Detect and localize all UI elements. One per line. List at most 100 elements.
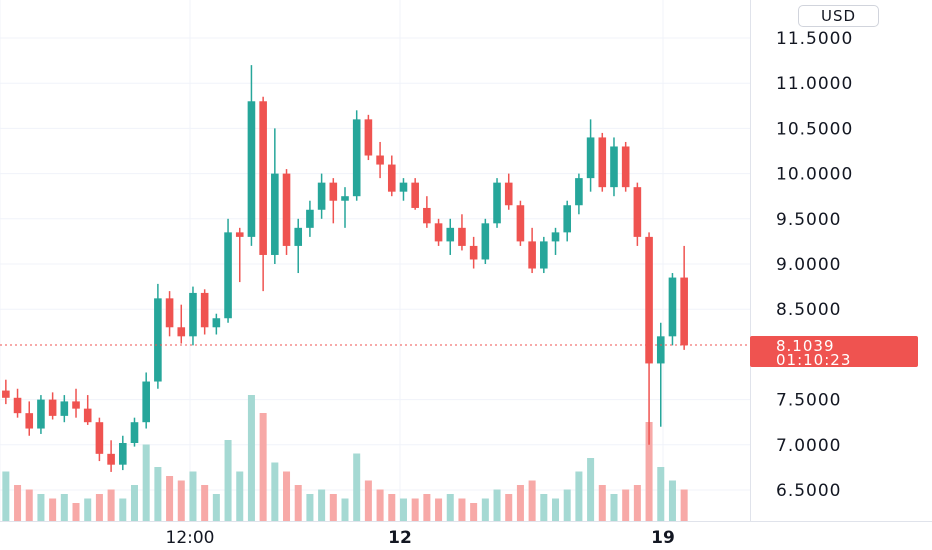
candle-body [317, 182, 326, 210]
candle-body [633, 187, 642, 237]
candle-body [551, 232, 560, 242]
last-price-badge: 8.1039 01:10:23 [750, 336, 918, 368]
time-axis[interactable]: 12:00 12 19 [166, 528, 675, 548]
time-tick-label: 12 [388, 528, 412, 548]
candle-body [2, 390, 10, 398]
price-tick-label: 10.5000 [776, 119, 853, 139]
volume-bar [680, 489, 688, 521]
volume-bar [493, 489, 501, 521]
candle-body [142, 381, 150, 423]
candle-body [271, 173, 279, 255]
candle-body [423, 207, 431, 224]
volume-bar [563, 489, 571, 521]
candle-body [224, 232, 232, 319]
volume-bars [2, 395, 688, 521]
price-tick-label: 7.0000 [776, 436, 841, 456]
volume-bar [95, 494, 103, 521]
candle-body [200, 292, 209, 328]
candle-body [165, 298, 174, 328]
volume-bar [2, 471, 10, 521]
candle-body [493, 182, 501, 224]
volume-bar [481, 498, 489, 521]
volume-bar [294, 485, 302, 521]
candle-body [282, 173, 291, 246]
candle-body [60, 401, 69, 416]
price-tick-label: 8.5000 [776, 300, 841, 320]
volume-bar [376, 489, 384, 521]
volume-bar [435, 498, 443, 521]
volume-bar [154, 467, 162, 521]
candle-body [586, 137, 595, 179]
time-tick-label: 12:00 [166, 528, 215, 548]
price-tick-label: 6.5000 [776, 481, 841, 501]
volume-bar [388, 494, 396, 521]
candle-body [680, 277, 688, 346]
price-tick-label: 11.5000 [776, 29, 853, 49]
volume-bar [72, 503, 80, 521]
volume-bar [177, 480, 185, 521]
volume-bar [575, 471, 583, 521]
volume-bar [130, 485, 138, 521]
candle-body [154, 298, 162, 382]
price-tick-label: 9.5000 [776, 210, 841, 230]
candle-body [259, 101, 267, 255]
candle-body [189, 292, 197, 337]
volume-bar [645, 422, 653, 521]
volume-bar [189, 471, 197, 521]
candle-body [656, 336, 665, 364]
candles [2, 65, 688, 472]
volume-bar [610, 494, 618, 521]
currency-button[interactable]: USD [798, 5, 879, 27]
volume-bar [166, 476, 174, 521]
candle-body [95, 422, 104, 454]
volume-bar [236, 471, 244, 521]
price-tick-label: 7.5000 [776, 391, 841, 411]
volume-bar [341, 498, 349, 521]
volume-bar [446, 494, 454, 521]
volume-bar [14, 485, 22, 521]
candle-body [458, 227, 466, 246]
price-axis[interactable]: 11.5000 11.0000 10.5000 10.0000 9.5000 9.0000… [776, 29, 853, 501]
candle-body [528, 241, 536, 269]
candle-body [645, 236, 653, 364]
grid [0, 0, 750, 521]
candle-body [177, 327, 186, 337]
candle-body [306, 209, 314, 228]
volume-bar [107, 489, 115, 521]
volume-bar [25, 489, 33, 521]
volume-bar [528, 480, 536, 521]
candle-body [37, 399, 45, 429]
time-tick-label: 19 [651, 528, 675, 548]
candle-body [235, 232, 244, 237]
candle-body [130, 422, 139, 443]
volume-bar [470, 503, 478, 521]
candle-body [247, 101, 256, 237]
candle-body [621, 146, 630, 188]
volume-bar [142, 444, 150, 521]
volume-bar [318, 489, 326, 521]
candle-body [411, 182, 419, 208]
volume-bar [271, 462, 279, 521]
volume-bar [212, 494, 220, 521]
volume-bar [458, 498, 466, 521]
price-tick-label: 10.0000 [776, 165, 853, 185]
candle-body [563, 205, 572, 233]
candle-body [107, 453, 115, 465]
volume-bar [60, 494, 68, 521]
candle-body [83, 408, 92, 423]
candle-body [329, 182, 338, 201]
volume-bar [587, 458, 595, 521]
volume-bar [201, 485, 209, 521]
volume-bar [329, 494, 337, 521]
volume-bar [224, 440, 232, 521]
candle-body [399, 182, 408, 192]
volume-bar [598, 485, 606, 521]
volume-bar [516, 485, 524, 521]
volume-bar [633, 485, 641, 521]
volume-bar [37, 494, 45, 521]
candle-body [469, 245, 478, 260]
volume-bar [668, 480, 676, 521]
candle-body [481, 223, 490, 260]
candle-body [540, 241, 548, 269]
